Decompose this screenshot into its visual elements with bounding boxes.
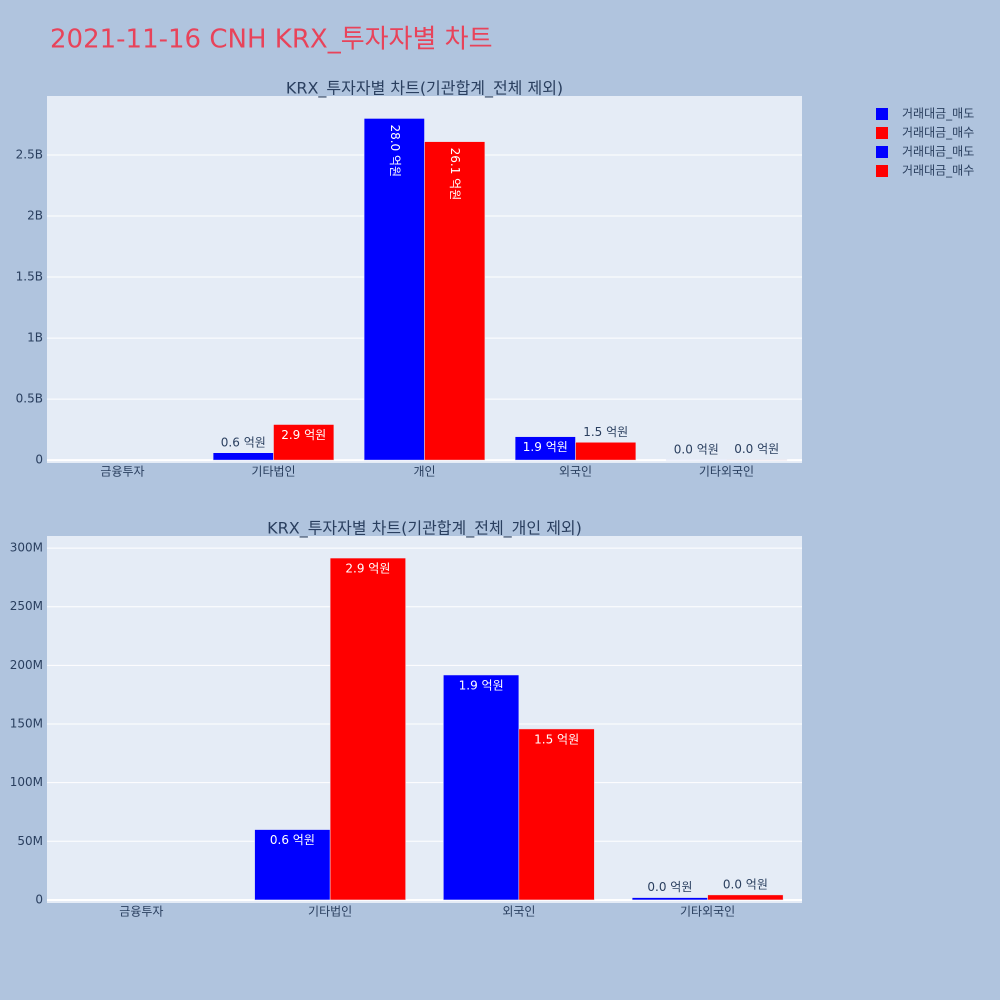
bar bbox=[254, 829, 331, 901]
y-tick-label: 250M bbox=[10, 599, 43, 613]
bar bbox=[424, 141, 486, 461]
legend-label: 거래대금_매수 bbox=[902, 164, 974, 178]
data-label: 1.9 억원 bbox=[459, 678, 504, 692]
data-label: 2.9 억원 bbox=[345, 562, 390, 576]
x-tick-label: 기타법인 bbox=[251, 465, 295, 479]
data-label: 2.9 억원 bbox=[281, 428, 326, 442]
legend-label: 거래대금_매도 bbox=[902, 107, 974, 121]
y-tick-label: 0 bbox=[35, 892, 43, 906]
legend-label: 거래대금_매수 bbox=[902, 126, 974, 140]
y-tick-label: 50M bbox=[17, 834, 43, 848]
data-label: 26.1 억원 bbox=[448, 148, 462, 201]
x-tick-label: 기타외국인 bbox=[699, 465, 754, 479]
legend-label: 거래대금_매도 bbox=[902, 145, 974, 159]
x-tick-label: 외국인 bbox=[559, 465, 592, 479]
data-label: 0.0 억원 bbox=[734, 442, 779, 456]
y-tick-label: 0.5B bbox=[16, 392, 43, 406]
x-tick-label: 개인 bbox=[413, 465, 435, 479]
bar bbox=[273, 424, 335, 461]
bar bbox=[707, 894, 784, 901]
y-tick-label: 200M bbox=[10, 658, 43, 672]
x-tick-label: 외국인 bbox=[502, 905, 535, 919]
y-tick-label: 300M bbox=[10, 541, 43, 555]
chart-title: KRX_투자자별 차트(기관합계_전체_개인 제외) bbox=[267, 519, 582, 539]
data-label: 1.5 억원 bbox=[534, 732, 579, 746]
bar bbox=[726, 459, 788, 461]
bar bbox=[518, 728, 595, 901]
data-label: 0.0 억원 bbox=[647, 880, 692, 894]
bar bbox=[329, 557, 406, 901]
x-tick-label: 금융투자 bbox=[119, 905, 163, 919]
legend-swatch bbox=[876, 108, 888, 120]
x-tick-label: 기타외국인 bbox=[680, 905, 735, 919]
y-tick-label: 2.5B bbox=[16, 148, 43, 162]
y-tick-label: 150M bbox=[10, 717, 43, 731]
data-label: 1.9 억원 bbox=[523, 440, 568, 454]
data-label: 1.5 억원 bbox=[583, 425, 628, 439]
bar bbox=[631, 897, 708, 901]
legend-swatch bbox=[876, 146, 888, 158]
bar bbox=[575, 442, 637, 461]
page-title: 2021-11-16 CNH KRX_투자자별 차트 bbox=[50, 25, 493, 55]
y-tick-label: 100M bbox=[10, 775, 43, 789]
y-tick-label: 2B bbox=[27, 209, 43, 223]
x-tick-label: 금융투자 bbox=[100, 465, 144, 479]
data-label: 0.6 억원 bbox=[221, 435, 266, 449]
bar bbox=[443, 674, 520, 901]
bar bbox=[212, 452, 274, 461]
y-tick-label: 0 bbox=[35, 453, 43, 467]
data-label: 28.0 억원 bbox=[388, 124, 402, 177]
legend-swatch bbox=[876, 165, 888, 177]
plot-area bbox=[47, 536, 802, 903]
chart-title: KRX_투자자별 차트(기관합계_전체 제외) bbox=[286, 79, 563, 99]
legend-swatch bbox=[876, 127, 888, 139]
data-label: 0.0 억원 bbox=[723, 877, 768, 891]
data-label: 0.0 억원 bbox=[674, 442, 719, 456]
y-tick-label: 1.5B bbox=[16, 270, 43, 284]
x-tick-label: 기타법인 bbox=[308, 905, 352, 919]
data-label: 0.6 억원 bbox=[270, 833, 315, 847]
y-tick-label: 1B bbox=[27, 331, 43, 345]
